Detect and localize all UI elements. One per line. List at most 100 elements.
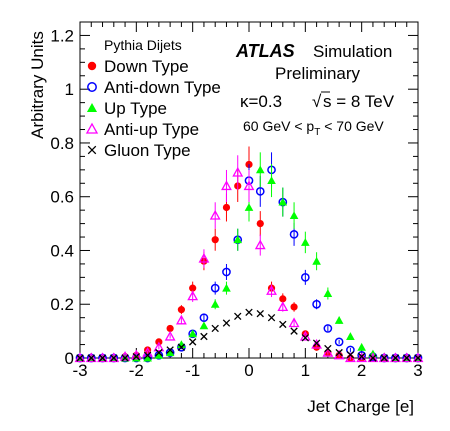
data-point — [311, 338, 323, 349]
y-tick-label: 1 — [65, 80, 74, 99]
data-point — [266, 285, 277, 295]
data-point — [200, 332, 208, 341]
data-point — [164, 330, 176, 341]
data-point — [335, 348, 343, 357]
legend-marker — [86, 102, 98, 113]
data-point — [108, 352, 120, 363]
data-point — [97, 352, 108, 363]
data-point — [222, 283, 231, 292]
data-point — [199, 313, 209, 323]
data-point — [356, 352, 368, 363]
data-point — [233, 235, 243, 244]
data-point — [401, 352, 413, 363]
simulation-label: Simulation — [313, 42, 392, 61]
data-point — [324, 344, 332, 353]
data-point — [76, 354, 84, 362]
y-axis-title: Arbitrary Units — [28, 31, 47, 139]
data-point — [367, 352, 379, 363]
pt-range-right: < 70 GeV — [320, 118, 384, 134]
data-point — [279, 295, 287, 303]
data-point — [165, 348, 175, 357]
data-point — [166, 324, 174, 333]
data-point — [279, 320, 287, 329]
legend-marker — [85, 122, 99, 134]
x-tick-label: 1 — [301, 361, 310, 380]
energy-root-symbol: √ — [312, 92, 322, 111]
data-point — [403, 354, 411, 362]
data-point — [244, 203, 254, 211]
y-tick-label: 0 — [65, 349, 74, 368]
data-point — [255, 165, 265, 174]
legend-label: Gluon Type — [104, 141, 191, 160]
data-point — [132, 352, 141, 361]
x-tick-label: 0 — [244, 361, 253, 380]
data-point — [74, 352, 86, 363]
data-point — [98, 354, 107, 362]
data-point — [300, 273, 310, 282]
data-point — [322, 346, 334, 357]
series-anti-up-type — [74, 155, 424, 363]
data-point — [369, 354, 377, 362]
data-point — [110, 354, 118, 362]
data-point — [166, 346, 174, 354]
data-point — [357, 342, 366, 351]
data-point — [211, 324, 219, 333]
data-point — [234, 312, 242, 321]
data-point — [312, 256, 321, 265]
legend-entry: Down Type — [87, 57, 189, 76]
data-point — [289, 211, 299, 219]
legend-marker — [87, 61, 97, 71]
data-point — [412, 352, 424, 363]
data-point — [85, 352, 97, 363]
y-tick-label: 0.6 — [50, 188, 74, 207]
preliminary-label: Preliminary — [275, 64, 361, 83]
legend-label: Anti-down Type — [104, 78, 221, 97]
data-marks — [74, 146, 424, 363]
data-point — [256, 220, 264, 228]
series-gluon-type — [76, 308, 422, 362]
data-point — [175, 314, 187, 325]
data-point — [210, 283, 220, 293]
legend-entry: Anti-up Type — [85, 120, 199, 139]
data-point — [177, 340, 186, 349]
data-point — [346, 351, 355, 359]
data-point — [189, 284, 197, 292]
legend-title: Pythia Dijets — [104, 37, 182, 53]
data-point — [288, 317, 300, 328]
data-point — [277, 301, 289, 312]
data-point — [198, 252, 210, 263]
data-point — [323, 289, 333, 297]
data-point — [378, 352, 390, 363]
data-point — [290, 327, 298, 335]
data-point — [177, 343, 186, 351]
data-point — [222, 267, 231, 277]
data-point — [380, 354, 388, 362]
legend-entry: Up Type — [86, 99, 167, 118]
kappa-label: κ=0.3 — [240, 92, 282, 111]
data-point — [155, 348, 163, 357]
data-point — [390, 352, 401, 363]
energy-label: s = 8 TeV — [323, 92, 395, 111]
legend-label: Down Type — [104, 57, 189, 76]
data-point — [255, 186, 265, 196]
x-tick-label: -1 — [185, 361, 200, 380]
legend-label: Anti-up Type — [104, 120, 199, 139]
data-point — [188, 329, 197, 338]
data-point — [312, 339, 321, 347]
pt-range-left: 60 GeV < p — [243, 118, 314, 134]
data-point — [210, 299, 220, 308]
data-point — [143, 351, 152, 360]
data-point — [154, 350, 164, 359]
data-point — [290, 303, 298, 311]
data-point — [256, 309, 264, 318]
experiment-label: ATLAS — [235, 41, 295, 61]
legend: Down Type Anti-down Type Up Type Anti-up Ty… — [85, 57, 221, 160]
data-point — [245, 308, 253, 317]
pt-range-label: 60 GeV < pT < 70 GeV — [243, 118, 384, 138]
data-point — [209, 209, 221, 220]
data-point — [323, 324, 333, 333]
data-point — [391, 354, 400, 362]
x-tick-label: 3 — [413, 361, 422, 380]
y-tick-label: 1.2 — [50, 26, 74, 45]
